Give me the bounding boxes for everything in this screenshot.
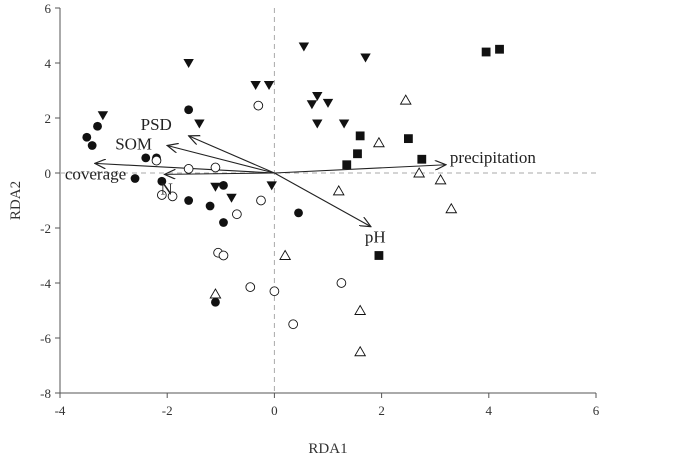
point-open-circle [151, 155, 162, 166]
point-open-circle [156, 190, 167, 200]
y-tick-label: -8 [40, 386, 51, 401]
y-axis-title: RDA2 [8, 181, 24, 220]
x-tick-label: 6 [593, 403, 600, 418]
point-open-circle [256, 195, 266, 206]
vector-arrows [95, 136, 446, 227]
vector-label-SOM: SOM [115, 135, 152, 154]
point-filled-triangle-down [298, 42, 310, 52]
point-filled-circle [219, 180, 228, 190]
point-filled-square [374, 251, 384, 260]
point-filled-square [353, 149, 362, 159]
point-open-triangle-up [354, 304, 367, 315]
point-open-circle [232, 209, 242, 220]
point-filled-square [417, 154, 427, 164]
x-tick-label: 0 [271, 403, 278, 418]
point-open-triangle-up [413, 167, 426, 178]
point-filled-circle [294, 208, 303, 218]
vector-arrow-SOM [167, 146, 275, 174]
y-tick-label: -4 [40, 276, 51, 291]
point-open-triangle-up [445, 202, 458, 214]
point-open-triangle-up [279, 249, 292, 260]
point-filled-circle [87, 141, 97, 150]
point-filled-circle [130, 174, 140, 183]
point-filled-circle [141, 153, 151, 163]
point-filled-triangle-down [338, 119, 350, 129]
vector-label-coverage: coverage [65, 164, 126, 183]
point-open-triangle-up [372, 136, 385, 148]
point-filled-circle [211, 297, 220, 307]
point-open-triangle-up [434, 173, 447, 185]
point-open-circle [167, 191, 178, 202]
point-filled-triangle-down [266, 181, 277, 191]
point-filled-triangle-down [183, 59, 194, 68]
vector-arrow-N [165, 173, 275, 174]
point-filled-triangle-down [306, 100, 318, 110]
vector-arrow-pH [274, 172, 370, 227]
point-filled-triangle-down [97, 111, 109, 121]
point-open-triangle-up [332, 184, 345, 196]
point-filled-triangle-down [312, 119, 323, 129]
y-tick-label: -2 [40, 221, 51, 236]
y-tick-label: -6 [40, 331, 51, 346]
point-open-circle [336, 278, 347, 288]
x-tick-label: -2 [162, 403, 173, 418]
point-filled-square [355, 131, 365, 141]
point-filled-circle [93, 121, 102, 131]
vector-arrow-PSD [189, 136, 275, 174]
point-filled-square [481, 47, 491, 57]
point-filled-triangle-down [360, 53, 371, 63]
point-filled-triangle-down [194, 119, 205, 129]
point-open-circle [245, 282, 256, 292]
point-filled-triangle-down [312, 92, 323, 101]
x-tick-label: 4 [486, 403, 493, 418]
point-filled-circle [219, 218, 228, 227]
vector-label-pH: pH [365, 228, 386, 247]
point-open-triangle-up [354, 345, 367, 357]
point-filled-circle [184, 105, 194, 115]
vector-label-N: N [161, 179, 173, 198]
vector-arrow-precipitation [274, 165, 446, 174]
point-filled-circle [157, 176, 167, 186]
point-filled-square [404, 134, 413, 144]
y-tick-label: 4 [45, 56, 52, 71]
point-filled-triangle-down [226, 193, 237, 203]
x-tick-label: -4 [55, 403, 66, 418]
point-filled-triangle-down [263, 81, 275, 90]
scatter-points [82, 42, 504, 357]
vector-label-precipitation: precipitation [450, 148, 536, 167]
x-tick-label: 2 [378, 403, 385, 418]
point-open-circle [183, 164, 194, 174]
point-filled-square [342, 160, 352, 170]
point-filled-triangle-down [250, 81, 261, 90]
plot-axes: -4 -2 0 2 4 6 -8 -6 -4 -2 0 2 4 6 RDA1 RDA2 [8, 1, 600, 457]
vector-label-PSD: PSD [141, 115, 172, 134]
point-open-triangle-up [209, 288, 222, 299]
point-filled-circle [82, 132, 92, 142]
point-open-circle [288, 319, 299, 330]
reference-lines [60, 8, 596, 393]
point-filled-triangle-down [210, 182, 221, 192]
point-open-circle [210, 162, 221, 173]
point-open-triangle-up [399, 94, 412, 105]
point-filled-circle [184, 196, 194, 205]
point-open-circle [253, 100, 264, 111]
point-open-circle [218, 250, 229, 261]
y-tick-label: 0 [45, 166, 52, 181]
point-open-circle [269, 286, 280, 297]
point-filled-triangle-down [322, 98, 334, 108]
point-filled-square [495, 44, 504, 54]
x-axis-title: RDA1 [308, 441, 347, 457]
point-filled-circle [205, 201, 215, 211]
y-tick-label: 6 [45, 1, 52, 16]
y-tick-label: 2 [45, 111, 52, 126]
